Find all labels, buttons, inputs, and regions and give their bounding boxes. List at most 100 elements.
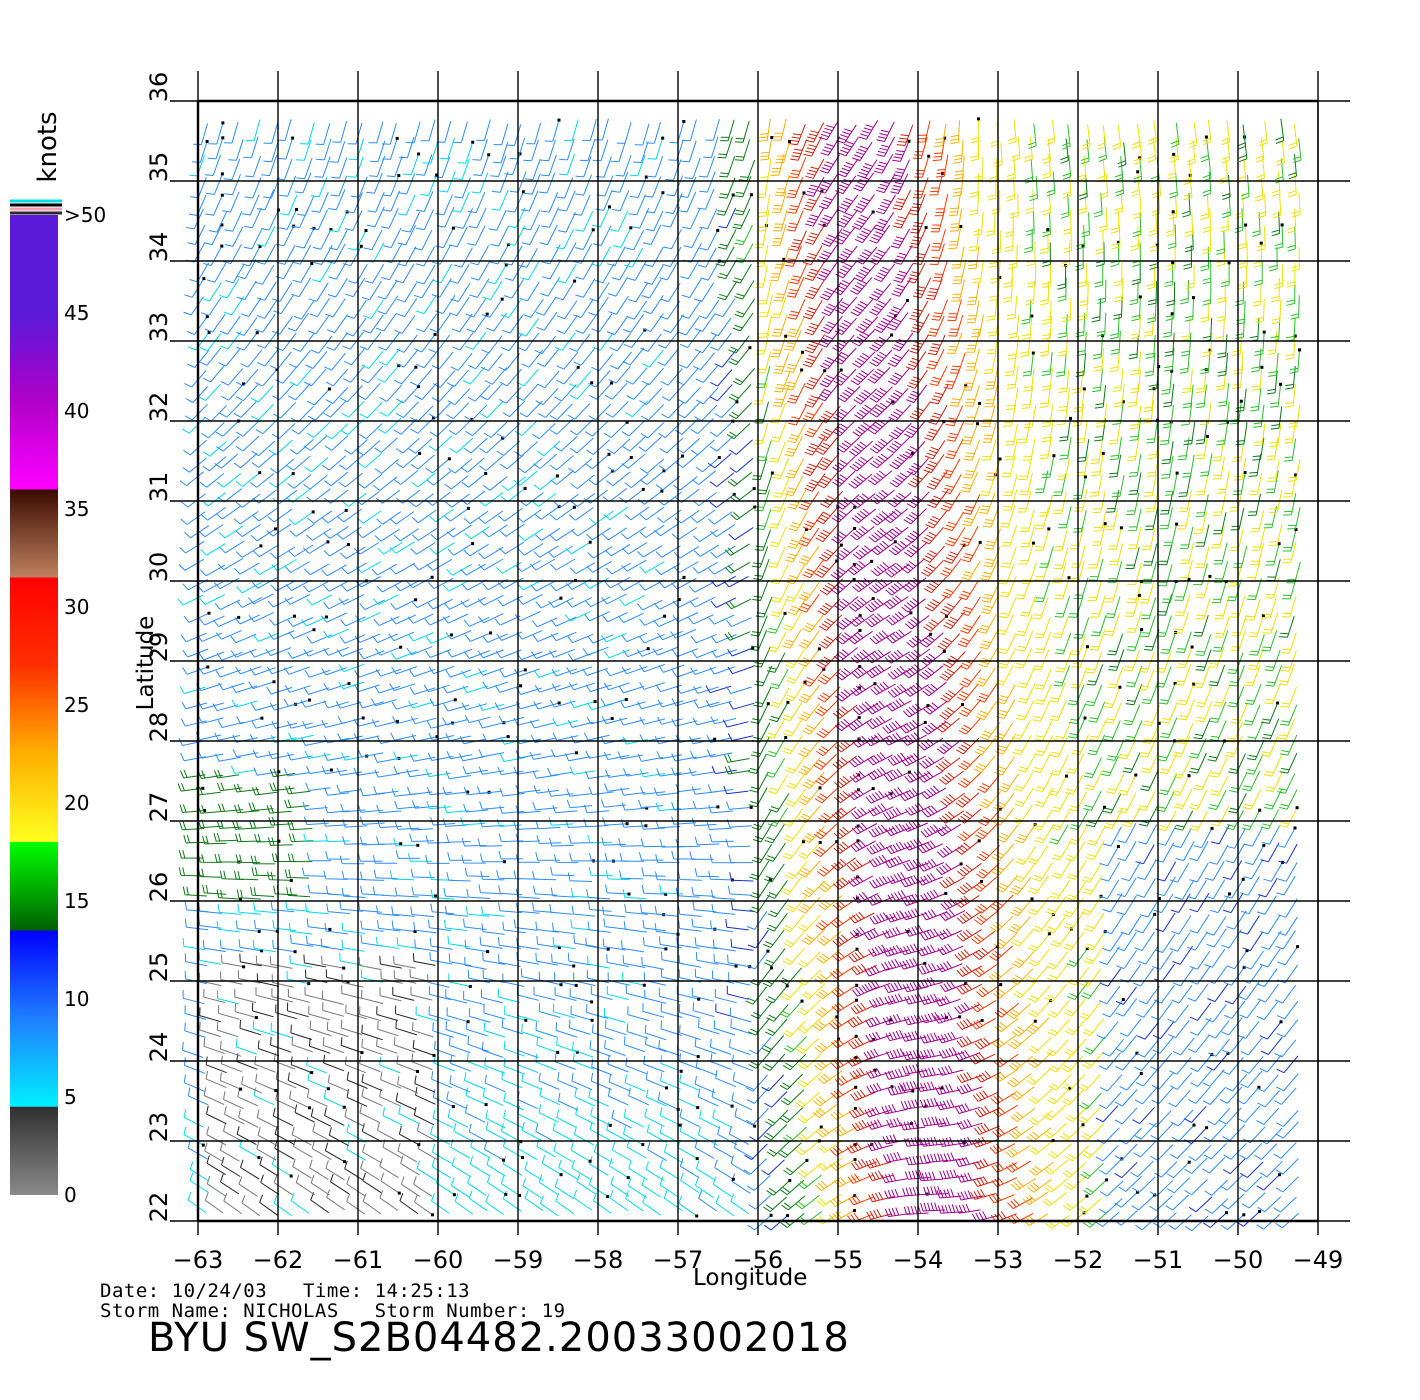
longitude-tick-label: −51 [1132, 1246, 1184, 1274]
wind-barb [770, 420, 788, 442]
wind-barb [1087, 734, 1106, 756]
wind-barb [536, 296, 557, 316]
wind-barb [1016, 700, 1035, 721]
wind-barb [586, 1004, 608, 1019]
wind-barb [477, 838, 503, 847]
wind-barb [730, 901, 755, 912]
rain-flag-marker [641, 1143, 645, 1147]
wind-barb [640, 404, 665, 421]
wind-barb [1285, 335, 1296, 360]
wind-barb [963, 457, 981, 479]
wind-barb [464, 1072, 485, 1090]
wind-barb [1004, 437, 1018, 461]
wind-barb [216, 920, 240, 933]
wind-barb [1183, 1105, 1207, 1123]
wind-barb [308, 315, 330, 335]
wind-barb [785, 682, 806, 702]
wind-barb [1111, 224, 1121, 250]
wind-barb [885, 841, 912, 855]
wind-barb [902, 441, 926, 459]
rain-flag-marker [839, 543, 843, 547]
wind-barb [1252, 437, 1265, 461]
wind-barb [323, 400, 347, 418]
wind-barb [646, 121, 661, 144]
wind-barb [529, 751, 556, 760]
wind-barb [1125, 665, 1143, 688]
wind-barb [356, 510, 382, 524]
wind-barb [642, 919, 666, 932]
wind-barb [638, 633, 665, 644]
wind-barb [683, 227, 703, 248]
wind-barb [768, 507, 786, 529]
wind-barb [185, 208, 204, 230]
wind-barb [691, 786, 718, 795]
wind-barb [312, 1123, 333, 1143]
wind-barb [795, 1092, 820, 1108]
wind-barb [717, 1126, 738, 1146]
wind-barb [383, 227, 402, 249]
wind-barb [1025, 280, 1035, 306]
wind-barb [1208, 664, 1226, 687]
wind-barb [884, 1189, 910, 1199]
wind-barb [834, 1074, 861, 1086]
wind-barb [1288, 404, 1301, 428]
rain-flag-marker [1192, 682, 1196, 686]
wind-barb [963, 439, 981, 461]
wind-barb [395, 1092, 417, 1111]
wind-barb [933, 1011, 960, 1024]
wind-barb [671, 698, 698, 707]
wind-barb [464, 1104, 486, 1123]
wind-barb [389, 870, 415, 881]
wind-barb [730, 506, 756, 521]
wind-barb [372, 886, 397, 897]
wind-barb [718, 207, 737, 229]
wind-barb [1195, 384, 1207, 409]
wind-barb [1013, 863, 1036, 883]
wind-barb [1051, 859, 1072, 879]
wind-barb [876, 136, 896, 157]
wind-barb [416, 154, 433, 176]
wind-barb [1195, 686, 1213, 708]
rain-flag-marker [346, 543, 350, 547]
wind-barb [323, 735, 350, 744]
wind-barb [1176, 646, 1193, 669]
wind-barb [727, 471, 752, 487]
wind-barb [690, 633, 717, 644]
wind-barb [731, 1173, 751, 1194]
wind-barb [688, 581, 715, 593]
rain-flag-marker [943, 136, 947, 140]
wind-barb [1032, 701, 1051, 722]
wind-barb [604, 382, 628, 400]
wind-barb [1204, 1198, 1229, 1214]
wind-barb [481, 923, 505, 935]
rain-flag-marker [786, 700, 790, 704]
wind-barb [833, 277, 856, 296]
wind-barb [1022, 1191, 1048, 1206]
wind-barb [1132, 1107, 1155, 1125]
wind-barb [1041, 419, 1054, 443]
wind-barb [1093, 509, 1107, 532]
wind-barb [798, 739, 821, 758]
wind-barb [851, 1119, 878, 1132]
wind-barb [1023, 1213, 1049, 1227]
wind-barb [1043, 1122, 1068, 1139]
wind-barb [480, 870, 505, 881]
wind-barb [714, 349, 737, 368]
rain-flag-marker [610, 381, 614, 385]
wind-barb [920, 1116, 947, 1127]
wind-barb [413, 229, 433, 251]
wind-barb [867, 418, 892, 435]
colorbar-tick-label: >50 [64, 203, 107, 227]
wind-barb [1135, 1214, 1159, 1231]
wind-barb [412, 1022, 434, 1038]
wind-barb [230, 765, 257, 774]
wind-barb [636, 647, 663, 657]
wind-barb [762, 969, 785, 988]
wind-barb [332, 120, 348, 143]
wind-barb [250, 703, 277, 711]
wind-barb [533, 669, 560, 678]
wind-barb [1099, 985, 1121, 1005]
wind-barb [238, 939, 262, 952]
wind-barb [219, 315, 241, 335]
wind-barb [254, 1055, 276, 1073]
